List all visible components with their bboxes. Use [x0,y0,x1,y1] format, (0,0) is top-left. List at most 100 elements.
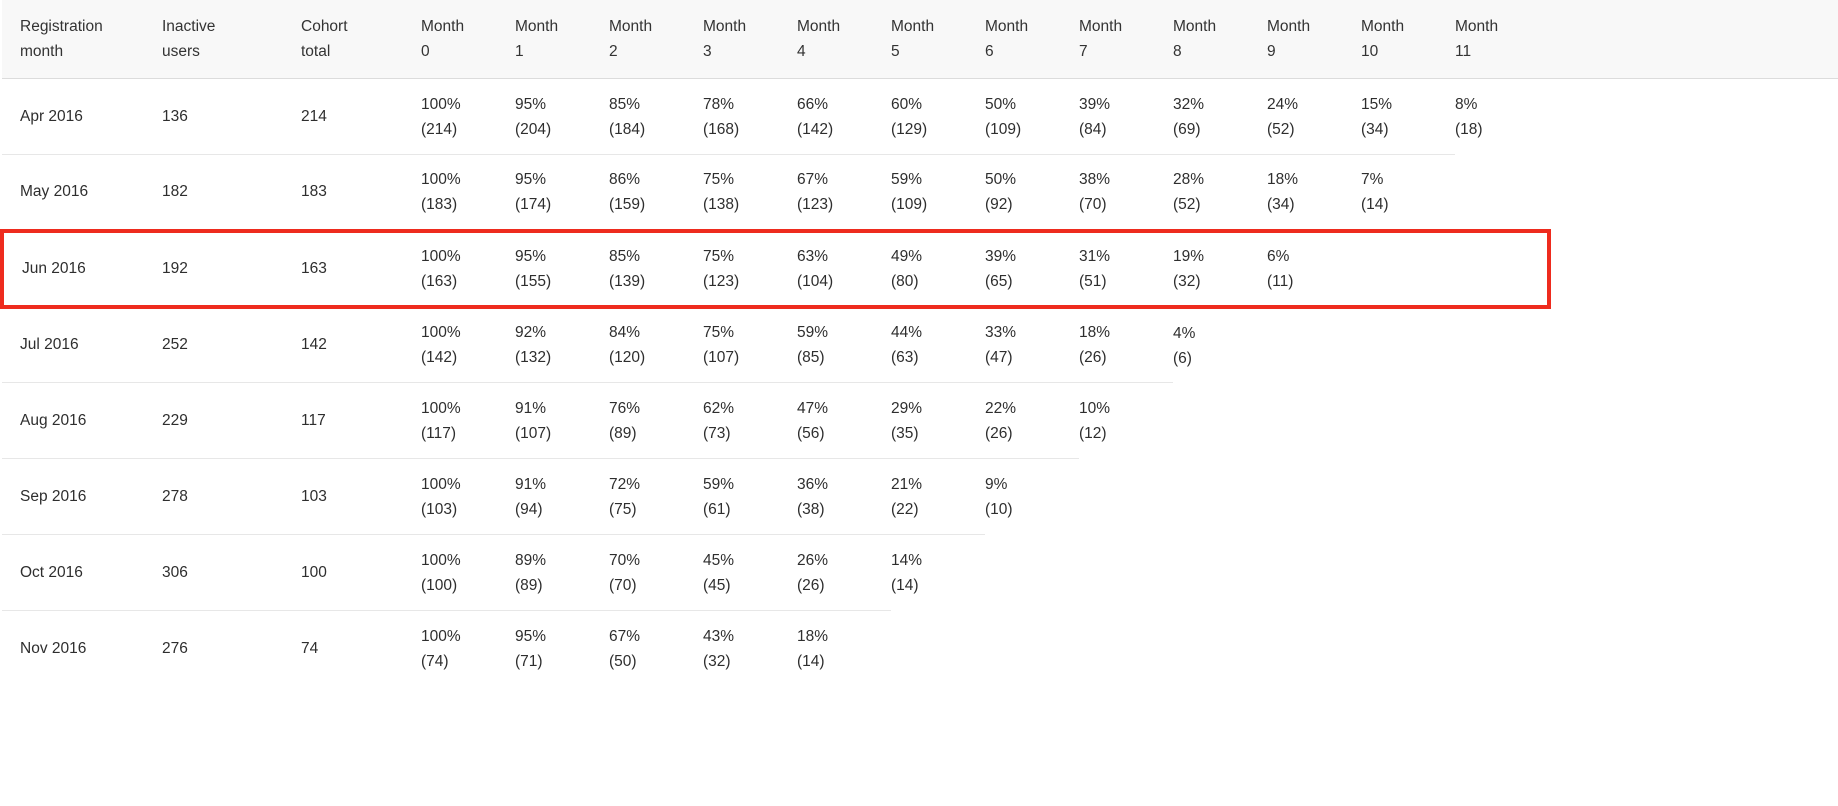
month-cell: 32% (69) [1173,79,1267,155]
retention-count: (139) [609,272,646,290]
cohort-total-cell: 163 [301,228,421,309]
retention-count: (129) [891,120,928,138]
retention-count: (34) [1361,120,1389,138]
retention-count: (80) [891,272,919,290]
retention-percent: 8% [1455,95,1478,113]
month-cell: 59% (85) [797,307,891,383]
month-cell: 39% (65) [985,228,1079,309]
month-cell: 85% (184) [609,79,703,155]
retention-percent: 39% [1079,95,1111,113]
month-cell: 72% (75) [609,458,703,535]
retention-percent: 59% [797,324,829,342]
table-row-highlighted: Jun 2016 192 163 100% (163) 95% (155) 85… [0,228,1838,309]
inactive-users-cell: 252 [162,336,188,354]
column-header-month-11: Month 11 [1455,0,1549,79]
month-cell: 15% (34) [1361,79,1455,155]
month-cell: 4% (6) [1173,307,1267,383]
month-cell: 66% (142) [797,79,891,155]
month-cell: 38% (70) [1079,154,1173,231]
month-cell: 84% (120) [609,307,703,383]
column-header-inactive-users: Inactive users [162,0,301,79]
column-header-cohort-total: Cohort total [301,0,421,79]
row-filler [1549,535,1838,611]
retention-percent: 92% [515,324,547,342]
retention-percent: 39% [985,247,1017,265]
retention-count: (32) [703,652,731,670]
month-cell: 39% (84) [1079,79,1173,155]
retention-count: (94) [515,500,543,518]
month-cell: 21% (22) [891,458,985,535]
month-cell: 91% (94) [515,458,609,535]
month-cell: 22% (26) [985,382,1079,459]
registration-month-cell: May 2016 [2,154,162,231]
month-cell: 49% (80) [891,228,985,309]
inactive-users-cell: 182 [162,154,301,231]
retention-count: (142) [797,120,834,138]
retention-percent: 86% [609,170,641,188]
month-cell [1173,459,1267,535]
month-cell: 6% (11) [1267,228,1361,309]
retention-percent: 78% [703,95,735,113]
retention-percent: 95% [515,627,547,645]
retention-percent: 95% [515,170,547,188]
column-header-registration-month: Registration month [2,0,162,79]
retention-count: (50) [609,652,637,670]
month-cell: 78% (168) [703,79,797,155]
month-cell: 100% (163) [421,228,515,309]
month-cell [1361,611,1455,687]
retention-count: (38) [797,500,825,518]
table-row: Sep 2016 278 103 100% (103) 91% (94) 72%… [2,458,1838,535]
month-cell: 100% (142) [421,307,515,383]
month-cell: 75% (138) [703,154,797,231]
month-cell: 86% (159) [609,154,703,231]
month-cell [1455,155,1549,231]
registration-month-cell: Jun 2016 [0,228,162,309]
month-cell [1267,611,1361,687]
month-cell: 19% (32) [1173,228,1267,309]
retention-count: (159) [609,195,646,213]
month-cell: 9% (10) [985,458,1079,535]
retention-percent: 22% [985,399,1017,417]
cohort-total-cell: 117 [301,382,421,459]
month-cell [891,611,985,687]
month-cell: 44% (63) [891,307,985,383]
month-cell: 75% (107) [703,307,797,383]
month-cell: 92% (132) [515,307,609,383]
row-filler [1549,611,1838,687]
retention-percent: 91% [515,399,547,417]
retention-count: (132) [515,349,552,367]
month-cell: 95% (155) [515,228,609,309]
month-cell: 18% (34) [1267,154,1361,231]
retention-percent: 4% [1173,324,1196,342]
month-cell [1173,383,1267,459]
cohort-total-cell: 183 [301,154,421,231]
month-cell: 67% (123) [797,154,891,231]
registration-month-cell: Nov 2016 [2,610,162,687]
retention-count: (11) [1267,272,1294,290]
month-cell: 100% (103) [421,458,515,535]
retention-count: (74) [421,652,449,670]
table-row: Apr 2016 136 214 100% (214) 95% (204) 85… [2,79,1838,155]
month-cell [1361,459,1455,535]
retention-count: (14) [1361,195,1389,213]
cohort-retention-table: Registration month Inactive users Cohort… [0,0,1838,687]
retention-percent: 59% [703,475,735,493]
month-cell: 29% (35) [891,382,985,459]
month-cell [1361,535,1455,611]
retention-percent: 44% [891,324,923,342]
header-row: Registration month Inactive users Cohort… [2,0,1838,79]
retention-percent: 100% [421,399,461,417]
retention-count: (14) [797,652,825,670]
table-row: Jul 2016 252 142 100% (142) 92% (132) 84… [2,307,1838,383]
retention-count: (32) [1173,272,1201,290]
month-cell: 18% (26) [1079,307,1173,383]
row-filler [1549,79,1838,155]
retention-percent: 6% [1267,247,1290,265]
month-cell: 33% (47) [985,307,1079,383]
retention-count: (56) [797,424,825,442]
retention-percent: 67% [797,170,829,188]
retention-count: (65) [985,272,1013,290]
month-cell [1361,307,1455,383]
retention-count: (18) [1455,120,1483,138]
retention-percent: 29% [891,399,923,417]
